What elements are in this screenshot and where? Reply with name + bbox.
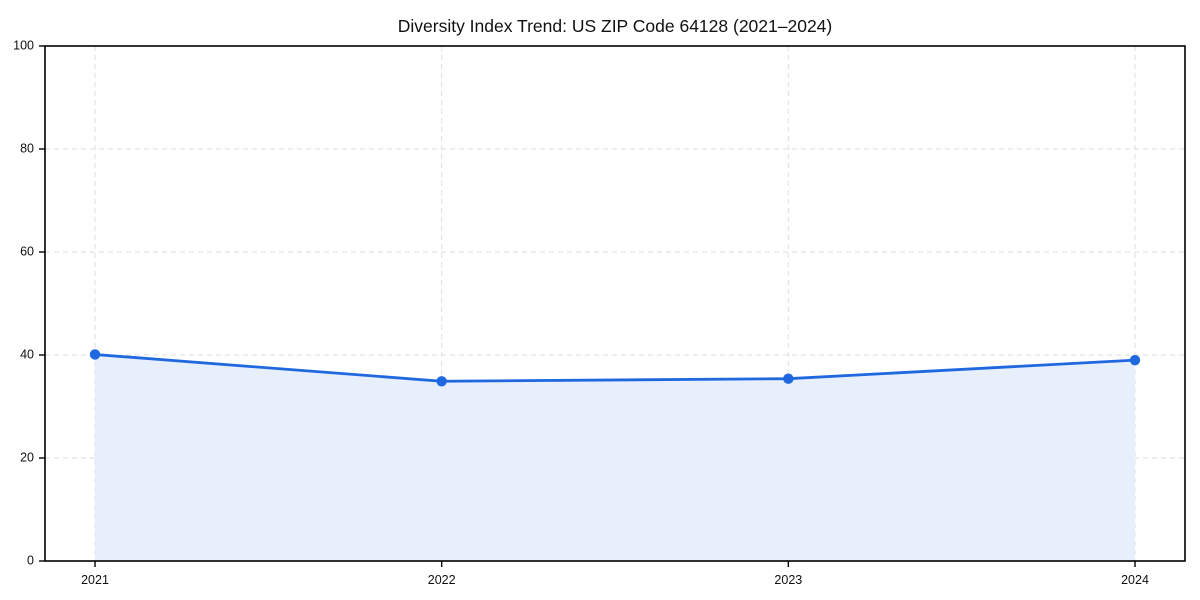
y-tick-label: 100 — [13, 38, 34, 52]
x-tick-label: 2024 — [1121, 573, 1149, 587]
data-point-marker — [1129, 354, 1141, 366]
x-tick-label: 2023 — [774, 573, 802, 587]
y-tick-label: 80 — [20, 141, 34, 155]
chart-title: Diversity Index Trend: US ZIP Code 64128… — [398, 16, 833, 36]
y-tick-label: 60 — [20, 244, 34, 258]
trend-line — [93, 353, 1137, 383]
y-tick-label: 0 — [27, 553, 34, 567]
data-point-marker — [783, 373, 794, 384]
data-point-marker — [436, 376, 447, 387]
area-fill — [95, 354, 1135, 561]
x-tick-label: 2021 — [81, 573, 109, 587]
y-tick-label: 40 — [20, 347, 34, 361]
plot-border — [44, 45, 1186, 562]
data-point-marker — [89, 349, 101, 360]
x-tick-label: 2022 — [428, 573, 456, 587]
y-tick-label: 20 — [20, 450, 34, 464]
